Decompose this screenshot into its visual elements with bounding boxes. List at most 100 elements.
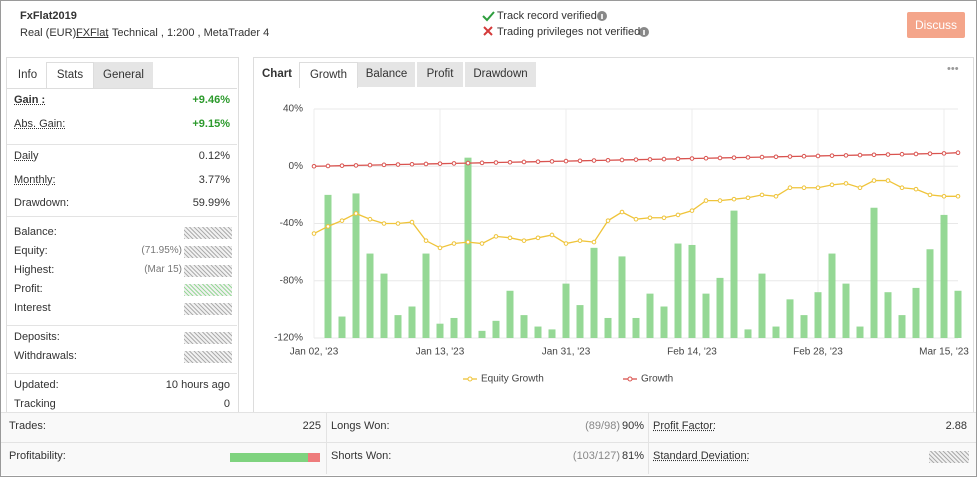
- more-menu[interactable]: •••: [947, 63, 959, 75]
- bar: [338, 316, 346, 338]
- stat-value: 3.77%: [198, 174, 230, 186]
- point: [311, 231, 317, 236]
- bar: [842, 283, 850, 338]
- account-type: Real (EUR),: [20, 27, 80, 39]
- stat-value: +9.46%: [192, 94, 230, 106]
- separator: [1, 442, 976, 443]
- point: [619, 209, 625, 215]
- point: [689, 208, 695, 213]
- broker-link[interactable]: FXFlat: [76, 27, 109, 39]
- point: [619, 157, 625, 163]
- stat-label: Daily: [14, 150, 39, 162]
- summary-value: 81%: [621, 450, 644, 462]
- point: [913, 151, 919, 157]
- point: [339, 163, 345, 168]
- bar: [422, 253, 430, 338]
- point: [885, 178, 891, 183]
- bar: [492, 320, 500, 338]
- summary-label: Shorts Won:: [331, 450, 392, 462]
- point: [899, 151, 905, 157]
- check-icon: [482, 11, 495, 22]
- bar: [464, 157, 472, 338]
- legend-label: Growth: [641, 374, 673, 385]
- y-tick-label: 40%: [283, 104, 303, 115]
- bar: [548, 329, 556, 338]
- left-tab[interactable]: General: [94, 62, 153, 88]
- masked-value: [184, 227, 232, 239]
- y-tick-label: 0%: [289, 161, 304, 172]
- point: [899, 185, 905, 191]
- chart-tab[interactable]: Growth: [299, 62, 358, 88]
- stat-label: Monthly:: [14, 174, 56, 186]
- bar: [646, 293, 654, 338]
- summary-value: 2.88: [945, 420, 967, 432]
- point: [479, 160, 485, 166]
- y-tick-label: -120%: [274, 333, 303, 344]
- separator: [326, 413, 327, 474]
- bar: [730, 210, 738, 338]
- separator: [7, 144, 237, 145]
- point: [521, 159, 527, 165]
- bar: [324, 194, 332, 338]
- point: [647, 215, 653, 221]
- bar: [940, 214, 948, 338]
- bar: [926, 249, 934, 338]
- bar: [618, 256, 626, 338]
- point: [591, 158, 597, 163]
- point: [745, 195, 751, 201]
- point: [437, 161, 443, 166]
- bar: [380, 273, 388, 338]
- x-tick-label: Jan 02, '23: [290, 347, 339, 358]
- point: [367, 162, 373, 168]
- chart-tab[interactable]: Balance: [358, 62, 415, 87]
- point: [717, 155, 723, 161]
- stat-note: (Mar 15): [144, 264, 182, 275]
- discuss-button[interactable]: Discuss: [907, 12, 965, 38]
- point: [955, 194, 961, 199]
- chart-tab[interactable]: Profit: [417, 62, 463, 87]
- stat-value: +9.15%: [192, 118, 230, 130]
- stat-note: (71.95%): [141, 245, 182, 256]
- point: [871, 152, 877, 158]
- point: [787, 154, 793, 159]
- stat-label: Balance:: [14, 226, 57, 238]
- stat-label: Equity:: [14, 245, 48, 257]
- point: [647, 157, 653, 162]
- bar: [716, 277, 724, 338]
- point: [395, 221, 401, 226]
- point: [857, 185, 863, 191]
- summary-label: Profit Factor:: [653, 420, 716, 432]
- info-icon-mark: [601, 14, 603, 19]
- point: [843, 181, 849, 186]
- point: [451, 161, 457, 166]
- summary-label: Standard Deviation:: [653, 450, 750, 462]
- summary-note: (103/127): [572, 450, 620, 462]
- stat-value: 59.99%: [192, 197, 230, 209]
- summary-value: 90%: [621, 420, 644, 432]
- point: [451, 241, 457, 246]
- point: [409, 161, 415, 167]
- left-tab[interactable]: Info: [9, 62, 46, 88]
- point: [409, 219, 415, 225]
- point: [675, 156, 681, 162]
- point: [787, 185, 793, 191]
- stat-label: Interest: [14, 302, 51, 314]
- bar: [674, 243, 682, 338]
- masked-value: [184, 351, 232, 363]
- separator: [648, 413, 649, 474]
- chart-tab[interactable]: Drawdown: [465, 62, 536, 87]
- bar: [758, 273, 766, 338]
- x-tick-label: Jan 31, '23: [542, 347, 591, 358]
- bar: [506, 290, 514, 338]
- bar: [436, 323, 444, 338]
- summary-value: 225: [302, 420, 321, 432]
- point: [507, 235, 513, 241]
- stat-value: 0: [223, 398, 230, 410]
- summary-bar: [1, 412, 976, 475]
- bar: [534, 326, 542, 338]
- bar: [632, 317, 640, 338]
- bar: [856, 326, 864, 338]
- point: [507, 159, 513, 165]
- left-tab[interactable]: Stats: [46, 62, 94, 88]
